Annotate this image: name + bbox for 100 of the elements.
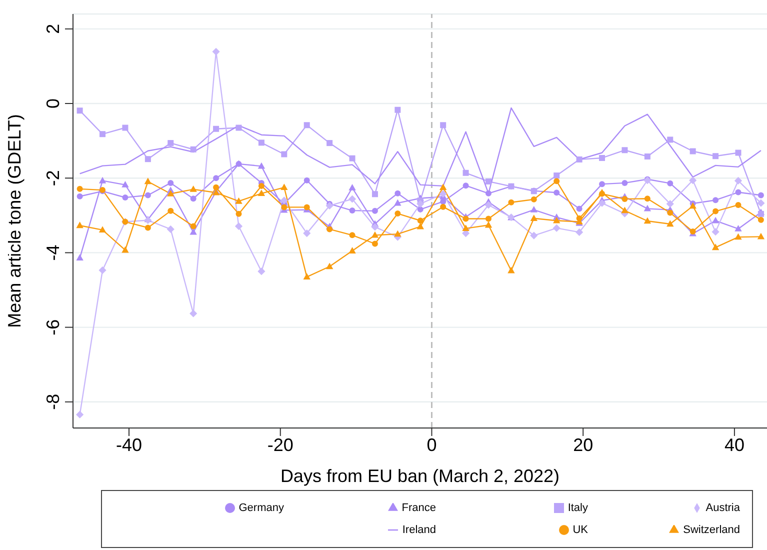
point [712, 216, 720, 224]
point [304, 122, 310, 128]
point [576, 156, 582, 162]
legend-label: UK [572, 524, 588, 536]
point [644, 153, 650, 160]
point [303, 273, 310, 280]
legend-label: Austria [706, 502, 740, 514]
legend-label: Italy [568, 502, 588, 514]
point [644, 204, 652, 212]
point [644, 217, 652, 224]
point [304, 177, 310, 184]
point [554, 172, 560, 178]
point [76, 193, 83, 200]
point [326, 226, 333, 232]
point [689, 176, 697, 184]
point [122, 181, 129, 188]
point [213, 184, 220, 190]
legend-label: Germany [238, 502, 284, 514]
point [168, 180, 174, 186]
point [236, 210, 242, 217]
point [666, 200, 674, 208]
point [236, 124, 242, 131]
point [712, 228, 720, 236]
point [212, 48, 220, 56]
point [76, 410, 84, 418]
point [235, 197, 242, 204]
y-tick-label: 2 [43, 24, 63, 34]
point [530, 196, 537, 202]
point [371, 223, 379, 231]
point [622, 196, 628, 202]
point [484, 201, 492, 209]
point [462, 170, 469, 176]
point [598, 199, 606, 207]
point [394, 199, 402, 206]
point [622, 180, 628, 186]
point [621, 206, 628, 214]
point [258, 140, 264, 146]
point [258, 190, 266, 196]
point [440, 204, 446, 210]
point [258, 268, 266, 276]
point [213, 175, 220, 182]
point [190, 223, 196, 230]
point [734, 225, 742, 232]
point [484, 221, 492, 228]
point [76, 186, 83, 192]
y-tick-label: -6 [43, 319, 63, 336]
point [372, 208, 378, 214]
point [712, 197, 719, 204]
point [122, 124, 128, 131]
point [417, 218, 424, 224]
point [712, 208, 719, 214]
x-tick-label: -40 [116, 434, 142, 455]
point [166, 225, 174, 234]
point [281, 151, 288, 158]
point [349, 208, 356, 214]
point [326, 140, 333, 146]
point [462, 224, 470, 232]
point [168, 208, 174, 214]
point [553, 216, 560, 224]
point [394, 190, 401, 196]
point [258, 162, 266, 169]
point [348, 247, 356, 254]
point [349, 155, 356, 162]
point [599, 154, 606, 161]
x-tick-label: -20 [267, 434, 294, 455]
point [122, 246, 129, 253]
point [98, 266, 106, 274]
point [735, 189, 742, 196]
point [303, 230, 311, 238]
point [554, 190, 560, 196]
point [667, 210, 674, 216]
y-tick-label: -8 [43, 394, 63, 410]
point [349, 232, 356, 238]
point [190, 228, 197, 235]
point [144, 156, 151, 162]
point [394, 106, 401, 113]
point [552, 224, 560, 232]
point [348, 195, 356, 203]
point [576, 228, 584, 236]
point [326, 202, 334, 210]
y-tick-label: -4 [43, 244, 63, 261]
point [667, 180, 674, 186]
point [326, 262, 334, 270]
point [280, 196, 288, 204]
point [98, 176, 106, 184]
point [280, 184, 288, 190]
point [462, 216, 469, 222]
point [690, 148, 696, 154]
point [485, 216, 492, 222]
point [508, 199, 514, 206]
point [168, 140, 174, 146]
point [100, 131, 106, 138]
point [712, 153, 719, 160]
point [190, 185, 197, 192]
point [98, 226, 106, 233]
point [508, 266, 515, 274]
x-tick-label: 20 [573, 434, 594, 455]
point [758, 216, 764, 223]
point [213, 126, 220, 132]
point [622, 147, 628, 154]
